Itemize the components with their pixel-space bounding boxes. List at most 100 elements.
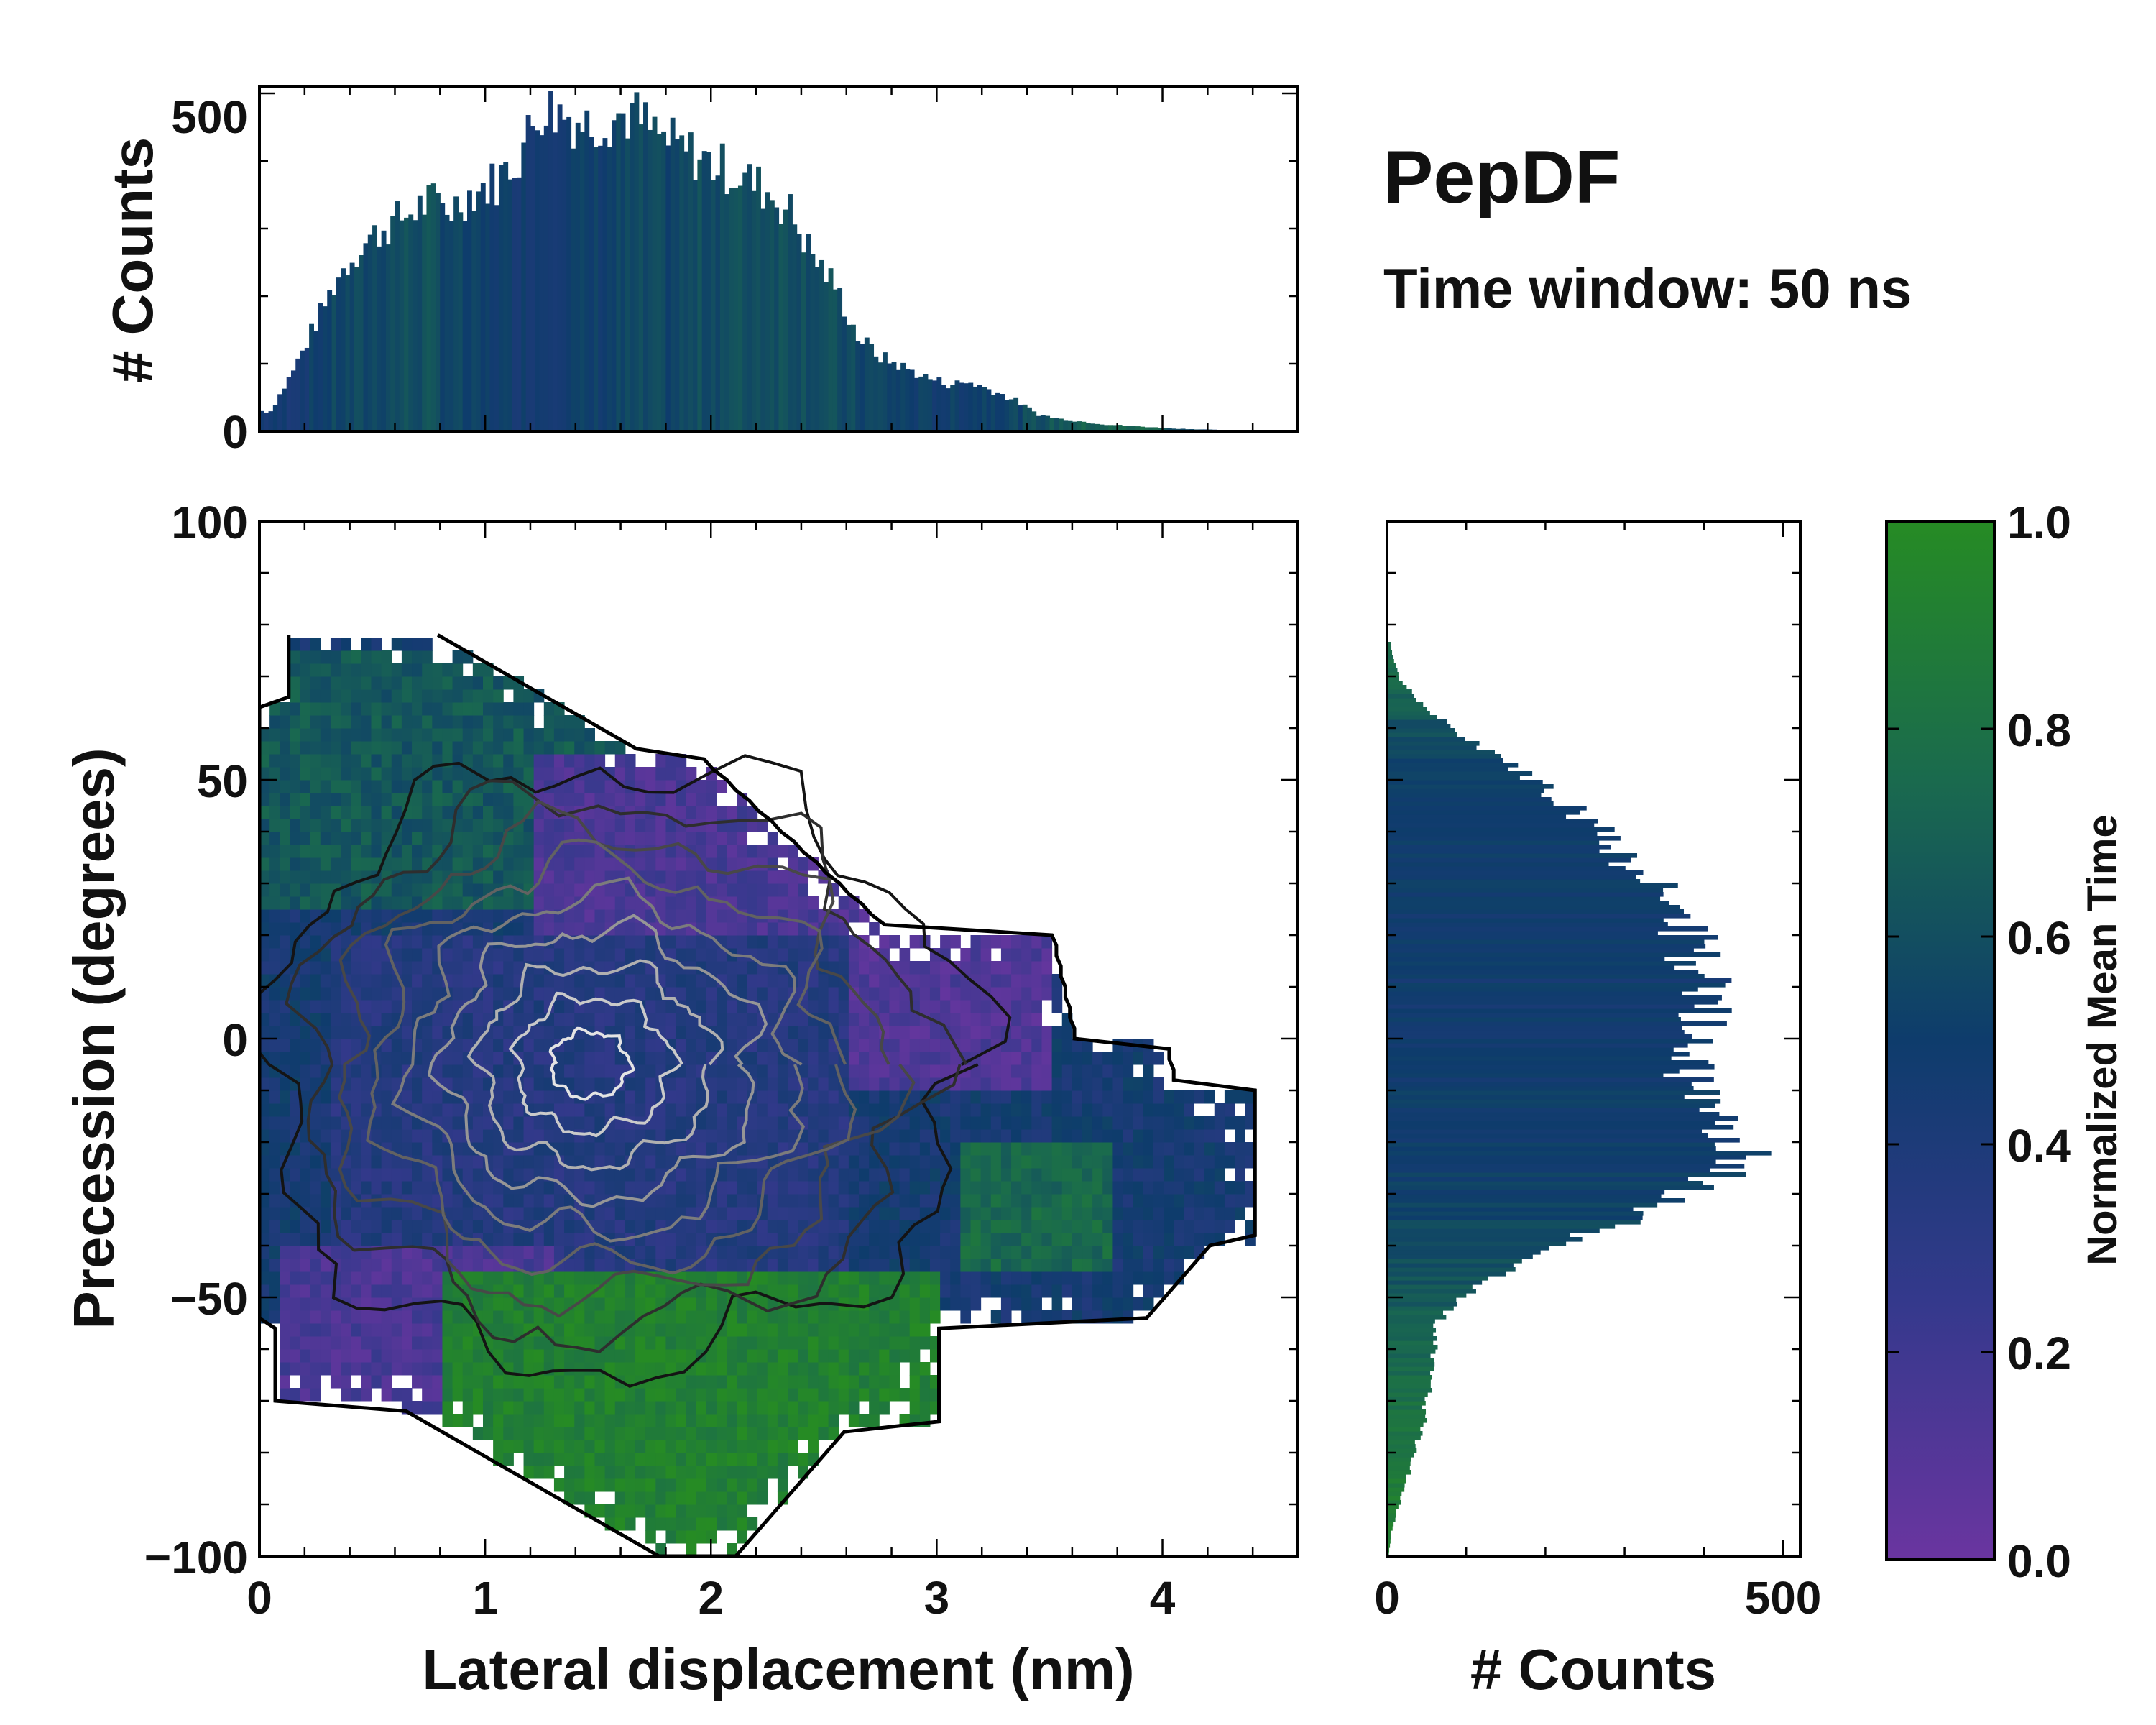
heatmap-cell xyxy=(432,922,443,936)
heatmap-cell xyxy=(1041,1271,1053,1285)
heatmap-cell xyxy=(270,909,280,923)
heatmap-cell xyxy=(594,1077,606,1091)
heatmap-cell xyxy=(330,1155,341,1169)
heatmap-cell xyxy=(899,1000,911,1013)
heatmap-cell xyxy=(584,1155,595,1169)
heatmap-cell xyxy=(838,1336,849,1350)
heatmap-cell xyxy=(798,1336,808,1350)
heatmap-cell xyxy=(665,909,677,923)
heatmap-cell xyxy=(635,1207,646,1220)
heatmap-cell xyxy=(665,780,677,794)
density-contour xyxy=(466,959,724,1172)
heatmap-cell xyxy=(706,1349,717,1363)
heatmap-cell xyxy=(422,1181,433,1195)
top-histogram-bar xyxy=(964,383,969,431)
heatmap-cell xyxy=(391,780,402,794)
heatmap-cell xyxy=(391,1181,402,1195)
heatmap-cell xyxy=(889,1155,900,1169)
heatmap-cell xyxy=(422,948,433,962)
heatmap-cell xyxy=(523,1233,535,1246)
heatmap-cell xyxy=(604,1013,616,1026)
heatmap-cell xyxy=(706,1504,717,1518)
top-histogram-bar xyxy=(602,138,608,431)
heatmap-cell xyxy=(848,1246,860,1259)
heatmap-cell xyxy=(543,1323,555,1337)
heatmap-cell xyxy=(899,974,911,988)
heatmap-cell xyxy=(1153,1233,1164,1246)
top-histogram-bar xyxy=(905,369,911,431)
heatmap-cell xyxy=(503,1090,514,1104)
heatmap-cell xyxy=(1184,1116,1194,1130)
heatmap-cell xyxy=(614,793,626,806)
right-histogram-bar xyxy=(1387,1034,1692,1039)
heatmap-cell xyxy=(818,1388,829,1402)
heatmap-cell xyxy=(391,689,402,703)
top-histogram-bar xyxy=(1095,423,1100,431)
heatmap-cell xyxy=(686,1543,697,1556)
heatmap-cell xyxy=(442,1388,453,1402)
heatmap-cell xyxy=(625,1207,636,1220)
heatmap-cell xyxy=(828,948,839,962)
heatmap-cell xyxy=(655,1453,666,1466)
heatmap-cell xyxy=(533,806,545,819)
heatmap-cell xyxy=(442,1362,453,1376)
heatmap-cell xyxy=(371,845,382,858)
heatmap-cell xyxy=(696,1181,707,1195)
heatmap-cell xyxy=(432,1401,443,1414)
heatmap-cell xyxy=(777,987,788,1000)
heatmap-cell xyxy=(300,1090,311,1104)
heatmap-cell xyxy=(1021,1194,1032,1208)
heatmap-cell xyxy=(462,1375,474,1389)
top-histogram-bar xyxy=(580,132,585,431)
heatmap-cell xyxy=(950,1207,961,1220)
heatmap-cell xyxy=(665,1207,677,1220)
right-histogram-bar xyxy=(1387,1056,1672,1061)
heatmap-cell xyxy=(625,870,636,884)
heatmap-cell xyxy=(371,961,382,975)
right-histogram-bar xyxy=(1387,1491,1402,1496)
heatmap-cell xyxy=(889,1103,900,1117)
right-histogram-bar xyxy=(1387,892,1664,897)
heatmap-cell xyxy=(614,1349,626,1363)
heatmap-cell xyxy=(320,1336,331,1350)
heatmap-cell xyxy=(564,1271,575,1285)
heatmap-cell xyxy=(452,832,464,845)
heatmap-cell xyxy=(533,1233,545,1246)
heatmap-cell xyxy=(676,1401,687,1414)
heatmap-cell xyxy=(747,1013,758,1026)
heatmap-cell xyxy=(604,832,616,845)
heatmap-cell xyxy=(717,1129,727,1143)
heatmap-cell xyxy=(584,845,595,858)
density-contour xyxy=(366,838,857,1276)
heatmap-cell xyxy=(1082,1194,1093,1208)
heatmap-cell xyxy=(1235,1129,1245,1143)
heatmap-cell xyxy=(1092,1284,1103,1298)
heatmap-cell xyxy=(442,1026,453,1039)
heatmap-cell xyxy=(513,832,525,845)
heatmap-cell xyxy=(1112,1259,1124,1272)
heatmap-cell xyxy=(452,845,464,858)
heatmap-cell xyxy=(970,1000,982,1013)
heatmap-cell xyxy=(798,1181,808,1195)
heatmap-cell xyxy=(879,1284,890,1298)
right-histogram-bar xyxy=(1387,1198,1685,1203)
main-ytick-label: −50 xyxy=(170,1273,248,1325)
heatmap-cell xyxy=(412,1090,423,1104)
heatmap-cell xyxy=(381,1181,392,1195)
heatmap-cell xyxy=(462,845,474,858)
heatmap-cell xyxy=(533,1259,545,1272)
right-histogram-bar xyxy=(1387,1397,1425,1402)
heatmap-cell xyxy=(584,1491,595,1505)
heatmap-cell xyxy=(1021,1168,1032,1182)
heatmap-cell xyxy=(401,1039,413,1052)
heatmap-cell xyxy=(655,1052,666,1065)
heatmap-cell xyxy=(1041,1220,1053,1233)
heatmap-cell xyxy=(696,1530,707,1544)
right-histogram-bars xyxy=(1387,642,1772,1556)
heatmap-cell xyxy=(798,922,808,936)
heatmap-cell xyxy=(1112,1284,1124,1298)
heatmap-cell xyxy=(391,1233,402,1246)
heatmap-cell xyxy=(533,1116,545,1130)
heatmap-cell xyxy=(909,1362,921,1376)
heatmap-cell xyxy=(1011,1155,1022,1169)
